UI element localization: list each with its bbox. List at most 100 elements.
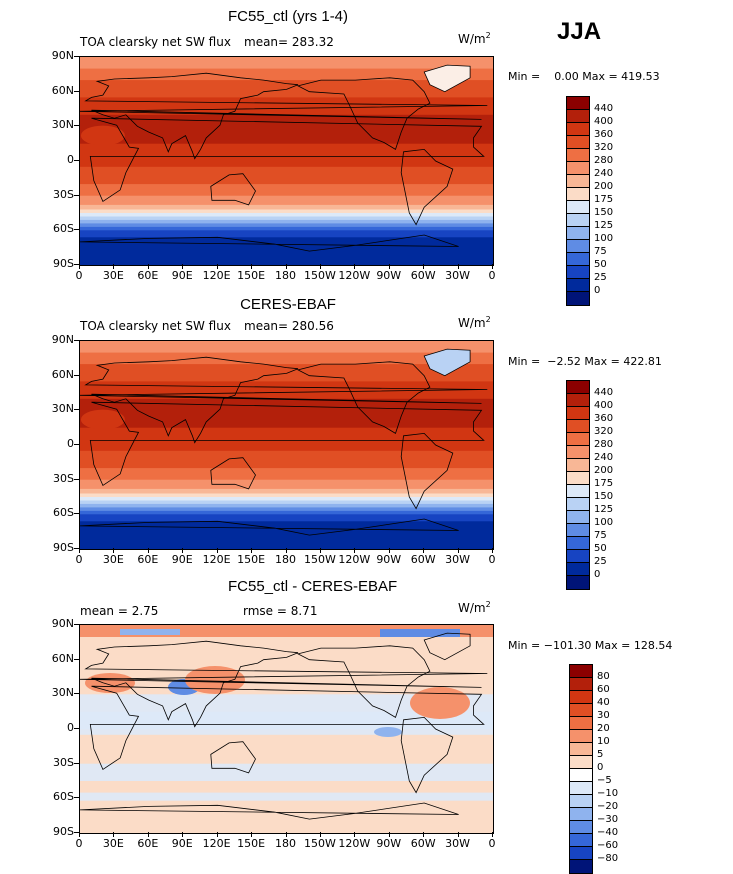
- panel-1-lon-label: 90E: [171, 269, 193, 282]
- panel-1-title: FC55_ctl (yrs 1-4): [228, 8, 349, 25]
- panel-3-band: [80, 792, 493, 801]
- panel-2-colorbar-label: 50: [594, 543, 607, 554]
- panel-3-lon-label: 0: [488, 837, 496, 850]
- panel-3-title: FC55_ctl - CERES-EBAF: [228, 578, 398, 595]
- panel-1-lon-tick: [113, 264, 115, 269]
- panel-3-lon-tick: [79, 832, 80, 837]
- panel-2-greenland-fill: [424, 349, 471, 376]
- panel-2-lon-label: 90W: [376, 553, 402, 566]
- panel-2-lat-tick: [74, 548, 79, 549]
- panel-3-coast-samerica: [400, 716, 454, 794]
- panel-3-lon-tick: [147, 832, 149, 837]
- panel-1-colorbar-label: 0: [594, 285, 601, 296]
- panel-3-colorbar-cell: [570, 743, 592, 756]
- panel-1-band: [80, 204, 493, 210]
- panel-3-colorbar-cell: [570, 821, 592, 834]
- panel-1-colorbar-label: 280: [594, 155, 614, 166]
- panel-1-lat-tick: [74, 90, 79, 92]
- panel-2-colorbar-cell: [567, 394, 589, 407]
- panel-3-lat-label: 30N: [51, 686, 74, 700]
- panel-2-lon-label: 150E: [237, 553, 266, 566]
- panel-1-colorbar-cell: [567, 162, 589, 175]
- panel-1-colorbar-cell: [567, 240, 589, 253]
- panel-2-band: [80, 493, 493, 498]
- panel-1-lat-label: 30N: [51, 118, 74, 132]
- panel-3-lon-tick: [457, 832, 459, 837]
- panel-3-coast-africa: [89, 685, 485, 770]
- panel-3-colorbar-cell: [570, 860, 592, 873]
- panel-1-band: [80, 166, 493, 185]
- panel-2-lon-label: 0: [488, 553, 496, 566]
- panel-2-lon-label: 150W: [303, 553, 336, 566]
- panel-3-lon-label: 0: [75, 837, 83, 850]
- panel-1-colorbar-cell: [567, 136, 589, 149]
- panel-1-lon-tick: [354, 264, 356, 269]
- panel-2-lon-tick: [79, 548, 80, 553]
- panel-3-lon-label: 90E: [171, 837, 193, 850]
- panel-2-lon-tick: [216, 548, 218, 553]
- panel-2-lon-label: 90E: [171, 553, 193, 566]
- panel-3-arctic-blue: [120, 629, 180, 635]
- panel-2-lon-label: 0: [75, 553, 83, 566]
- panel-1-band: [80, 219, 493, 224]
- panel-2-lon-tick: [319, 548, 321, 553]
- panel-2-lon-label: 30E: [102, 553, 124, 566]
- panel-1-lon-tick: [457, 264, 459, 269]
- panel-2-band: [80, 427, 493, 452]
- panel-3-lon-label: 60E: [137, 837, 159, 850]
- panel-1-lat-tick: [74, 125, 79, 127]
- panel-3-lon-label: 180: [275, 837, 296, 850]
- panel-1-lon-label: 150E: [237, 269, 266, 282]
- panel-3-colorbar-label: 40: [597, 697, 610, 708]
- panel-1-colorbar-cell: [567, 279, 589, 292]
- panel-2-coast-antarctica: [80, 518, 459, 536]
- panel-1-map: [79, 56, 494, 266]
- panel-3-left-text: mean = 2.75: [80, 604, 159, 618]
- panel-2-coast-namerica: [296, 361, 431, 435]
- panel-3-asia-warm: [185, 666, 245, 694]
- panel-2-lon-label: 60W: [410, 553, 436, 566]
- panel-2-band: [80, 503, 493, 508]
- panel-2-lon-tick: [113, 548, 115, 553]
- panel-2-colorbar-cell: [567, 433, 589, 446]
- panel-3-lon-label: 120W: [338, 837, 371, 850]
- panel-2-colorbar-label: 200: [594, 465, 614, 476]
- panel-2-colorbar-cell: [567, 550, 589, 563]
- panel-1-lat-label: 60S: [53, 222, 74, 236]
- panel-1-lon-label: 120E: [202, 269, 231, 282]
- panel-1-lon-label: 60W: [410, 269, 436, 282]
- panel-2-colorbar-label: 75: [594, 530, 607, 541]
- panel-2-colorbar-label: 25: [594, 556, 607, 567]
- panel-1-lon-tick: [388, 264, 390, 269]
- panel-3-colorbar-label: 10: [597, 736, 610, 747]
- panel-3-colorbar-cell: [570, 769, 592, 782]
- panel-1-coast-africa: [89, 117, 485, 202]
- panel-1-left-text: TOA clearsky net SW flux: [80, 35, 231, 49]
- panel-2-coast-eurasia: [80, 356, 488, 444]
- panel-2-lat-label: 30S: [53, 471, 74, 485]
- panel-2-colorbar-cell: [567, 498, 589, 511]
- panel-2-desert-patch: [80, 409, 125, 430]
- panel-1-colorbar-cell: [567, 149, 589, 162]
- panel-2-map: [79, 340, 494, 550]
- panel-2-coast-samerica: [400, 432, 454, 510]
- panel-1-colorbar-label: 75: [594, 246, 607, 257]
- panel-1-map-field: [80, 57, 493, 265]
- panel-3-colorbar-cell: [570, 795, 592, 808]
- panel-1-colorbar-cell: [567, 188, 589, 201]
- panel-2-band: [80, 514, 493, 522]
- panel-1-minmax: Min = 0.00 Max = 419.53: [508, 70, 660, 83]
- panel-2-lon-label: 120E: [202, 553, 231, 566]
- panel-1-colorbar-label: 320: [594, 142, 614, 153]
- panel-1-colorbar-label: 200: [594, 181, 614, 192]
- panel-3-arctic-blue: [380, 629, 460, 637]
- panel-2-lat-tick: [74, 444, 79, 445]
- panel-3-lat-tick: [74, 797, 79, 799]
- panel-1-colorbar-label: 240: [594, 168, 614, 179]
- panel-1-lat-tick: [74, 160, 79, 161]
- panel-3-lat-label: 0: [67, 721, 74, 734]
- panel-3-coast-antarctica: [80, 802, 459, 820]
- panel-2-colorbar-cell: [567, 407, 589, 420]
- panel-1-colorbar-label: 125: [594, 220, 614, 231]
- panel-1-colorbar-label: 360: [594, 129, 614, 140]
